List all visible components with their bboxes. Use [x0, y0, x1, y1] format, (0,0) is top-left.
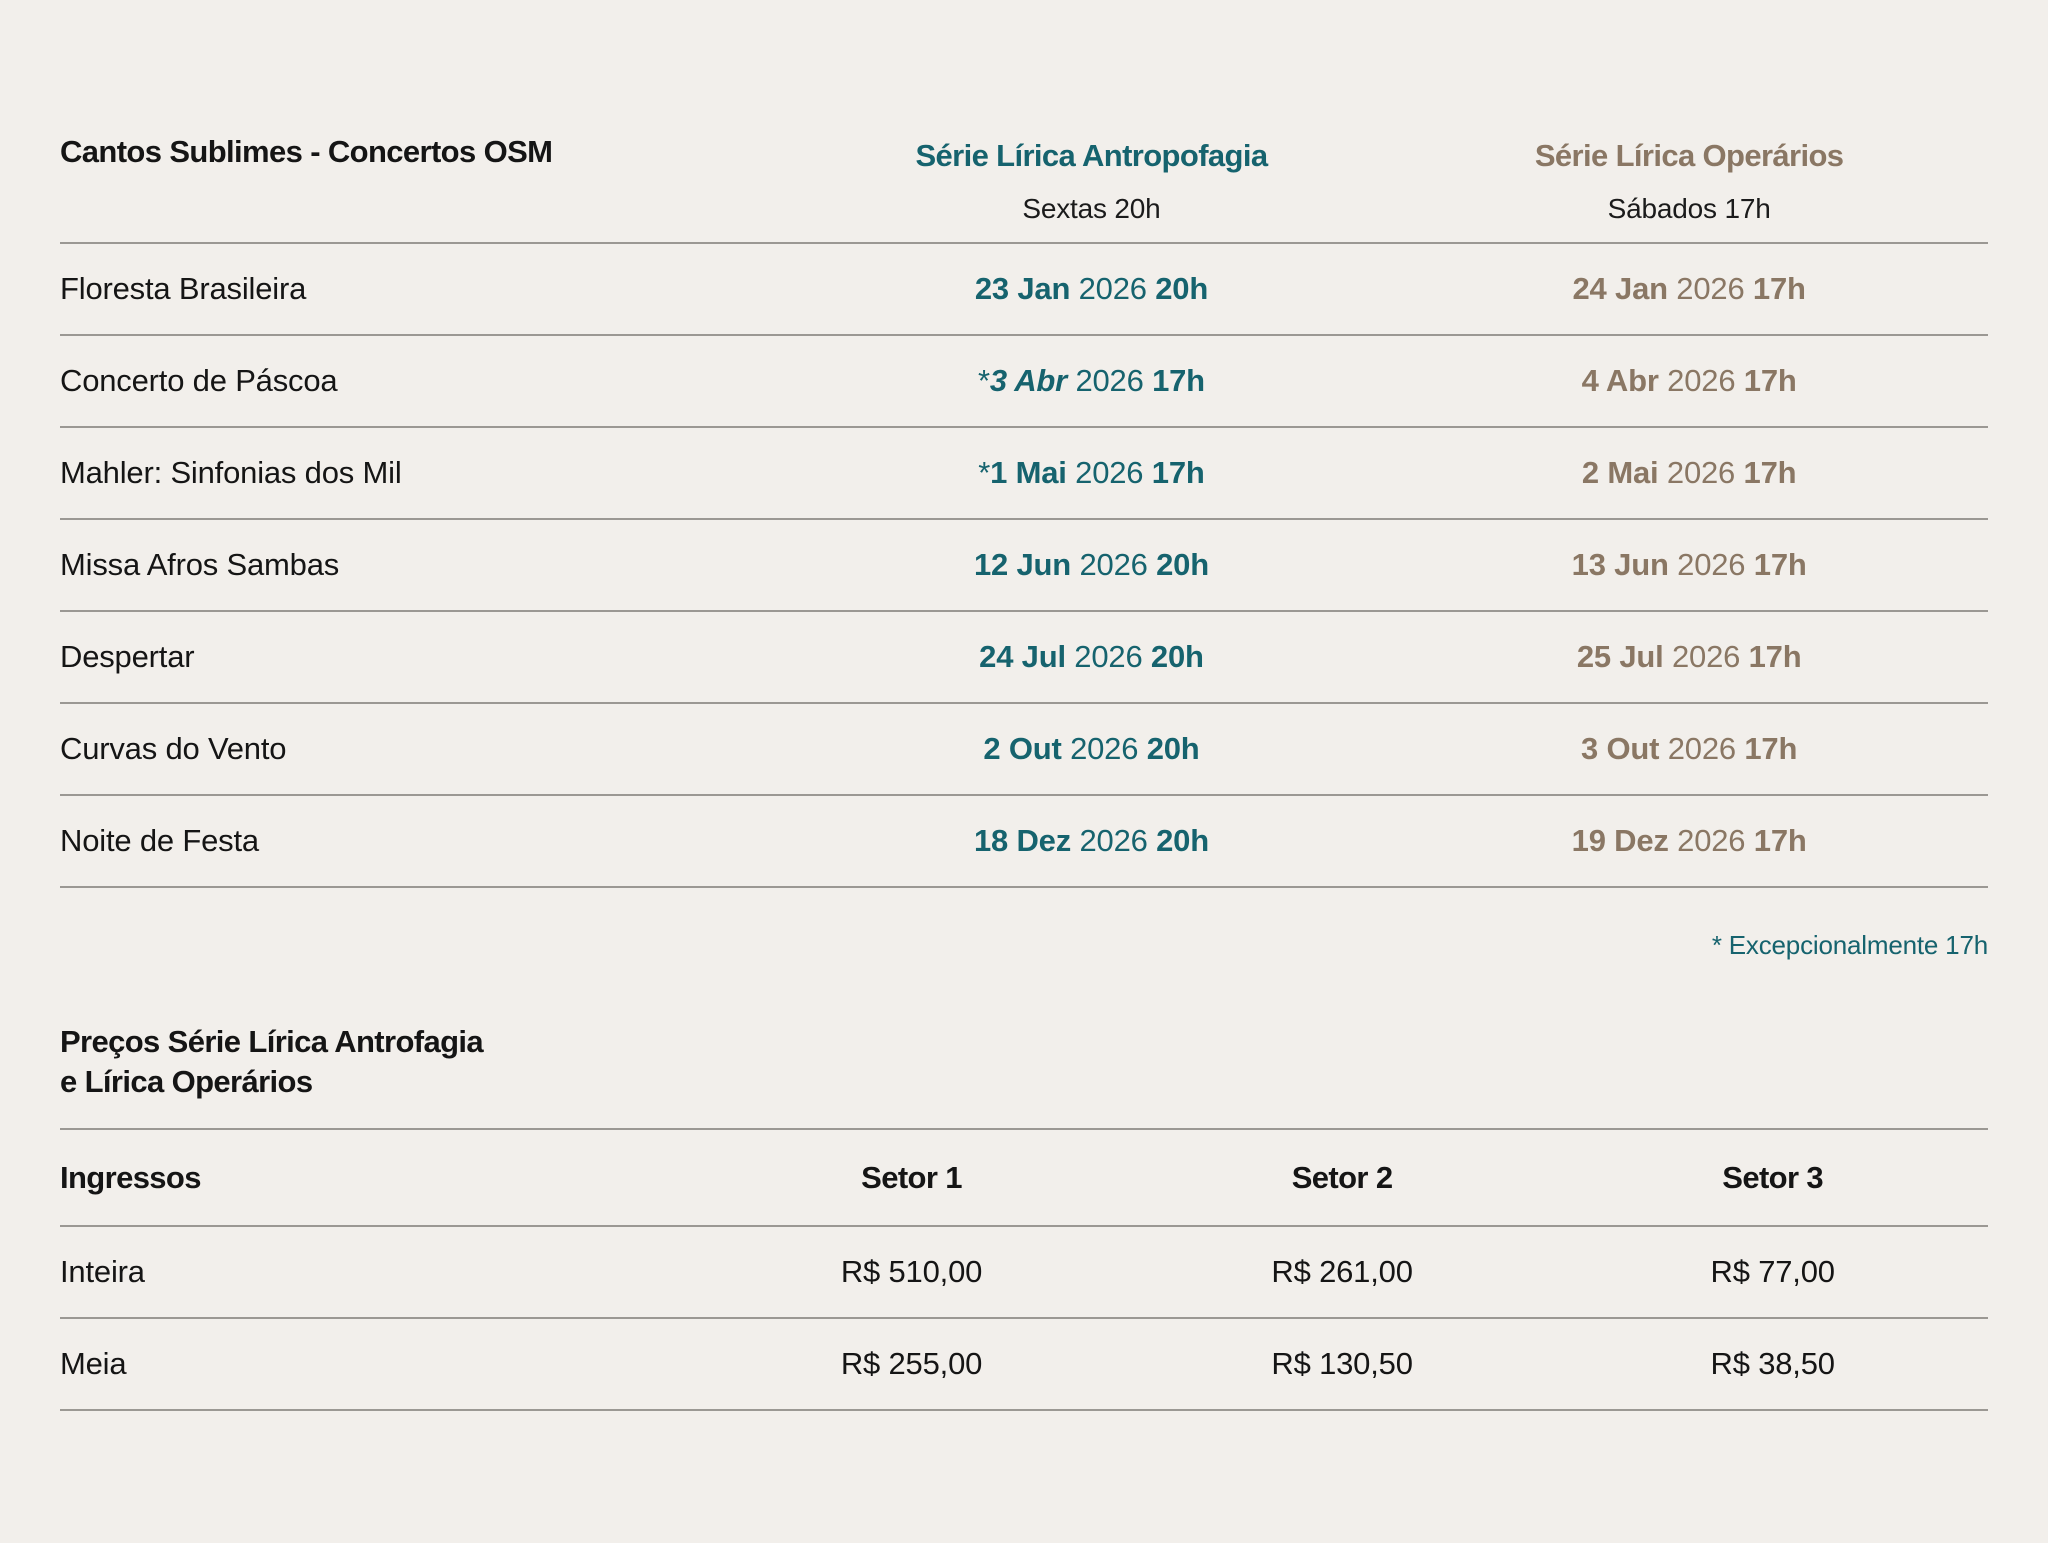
operarios-date-cell: 2 Mai 2026 17h [1581, 455, 1797, 490]
column-header-antropofagia: Série Lírica Antropofagia Sextas 20h [793, 138, 1391, 226]
schedule-row: Noite de Festa 18 Dez 2026 20h 19 Dez 20… [60, 796, 1988, 888]
page-title: Cantos Sublimes - Concertos OSM [60, 134, 553, 169]
operarios-date-cell: 25 Jul 2026 17h [1576, 639, 1802, 674]
program-name: Floresta Brasileira [60, 271, 307, 306]
series-antropofagia-label: Série Lírica Antropofagia [915, 138, 1268, 173]
price-sector2: R$ 130,50 [1271, 1346, 1413, 1381]
price-row: Meia R$ 255,00 R$ 130,50 R$ 38,50 [60, 1319, 1988, 1411]
schedule-row: Mahler: Sinfonias dos Mil *1 Mai 2026 17… [60, 428, 1988, 520]
sector1-header: Setor 1 [861, 1159, 962, 1195]
price-sector1: R$ 510,00 [840, 1254, 983, 1289]
series-antropofagia-subtitle: Sextas 20h [1022, 193, 1161, 224]
sector2-header: Setor 2 [1291, 1159, 1393, 1195]
series-operarios-label: Série Lírica Operários [1534, 138, 1844, 173]
schedule-row: Floresta Brasileira 23 Jan 2026 20h 24 J… [60, 244, 1988, 336]
column-header-operarios: Série Lírica Operários Sábados 17h [1390, 138, 1988, 226]
operarios-date-cell: 4 Abr 2026 17h [1581, 363, 1797, 398]
antropofagia-date-cell: 12 Jun 2026 20h [973, 547, 1209, 582]
price-sector2: R$ 261,00 [1271, 1254, 1413, 1289]
program-name: Concerto de Páscoa [60, 363, 338, 398]
schedule-row: Despertar 24 Jul 2026 20h 25 Jul 2026 17… [60, 612, 1988, 704]
antropofagia-date-cell: *3 Abr 2026 17h [978, 363, 1205, 398]
footnote: * Excepcionalmente 17h [1711, 930, 1988, 960]
antropofagia-date-cell: 24 Jul 2026 20h [979, 639, 1204, 674]
program-name: Noite de Festa [60, 823, 259, 858]
tickets-header: Ingressos [60, 1159, 201, 1195]
operarios-date-cell: 13 Jun 2026 17h [1571, 547, 1807, 582]
price-table-header: Ingressos Setor 1 Setor 2 Setor 3 [60, 1130, 1988, 1227]
program-name: Missa Afros Sambas [60, 547, 340, 582]
schedule-row: Missa Afros Sambas 12 Jun 2026 20h 13 Ju… [60, 520, 1988, 612]
schedule-row: Concerto de Páscoa *3 Abr 2026 17h 4 Abr… [60, 336, 1988, 428]
prices-heading: Preços Série Lírica Antrofagia e Lírica … [60, 1022, 1988, 1130]
ticket-type: Inteira [60, 1254, 145, 1289]
series-operarios-subtitle: Sábados 17h [1607, 193, 1771, 224]
footnote-row: * Excepcionalmente 17h [60, 888, 1988, 958]
concert-schedule-page: Cantos Sublimes - Concertos OSM Série Lí… [60, 0, 1988, 1411]
sector3-header: Setor 3 [1722, 1159, 1824, 1195]
operarios-date-cell: 3 Out 2026 17h [1581, 731, 1798, 766]
price-sector3: R$ 77,00 [1710, 1254, 1835, 1289]
schedule-row: Curvas do Vento 2 Out 2026 20h 3 Out 202… [60, 704, 1988, 796]
antropofagia-date-cell: 2 Out 2026 20h [983, 731, 1200, 766]
ticket-type: Meia [60, 1346, 127, 1381]
price-row: Inteira R$ 510,00 R$ 261,00 R$ 77,00 [60, 1227, 1988, 1319]
program-name: Curvas do Vento [60, 731, 287, 766]
antropofagia-date-cell: 23 Jan 2026 20h [974, 271, 1209, 306]
operarios-date-cell: 24 Jan 2026 17h [1572, 271, 1806, 306]
prices-heading-line2: e Lírica Operários [60, 1064, 313, 1099]
schedule-table-header: Cantos Sublimes - Concertos OSM Série Lí… [60, 0, 1988, 244]
program-name: Despertar [60, 639, 195, 674]
price-sector3: R$ 38,50 [1710, 1346, 1835, 1381]
prices-heading-line1: Preços Série Lírica Antrofagia [60, 1024, 484, 1059]
program-name: Mahler: Sinfonias dos Mil [60, 455, 402, 490]
antropofagia-date-cell: 18 Dez 2026 20h [973, 823, 1209, 858]
operarios-date-cell: 19 Dez 2026 17h [1571, 823, 1807, 858]
price-sector1: R$ 255,00 [840, 1346, 983, 1381]
antropofagia-date-cell: *1 Mai 2026 17h [978, 455, 1205, 490]
